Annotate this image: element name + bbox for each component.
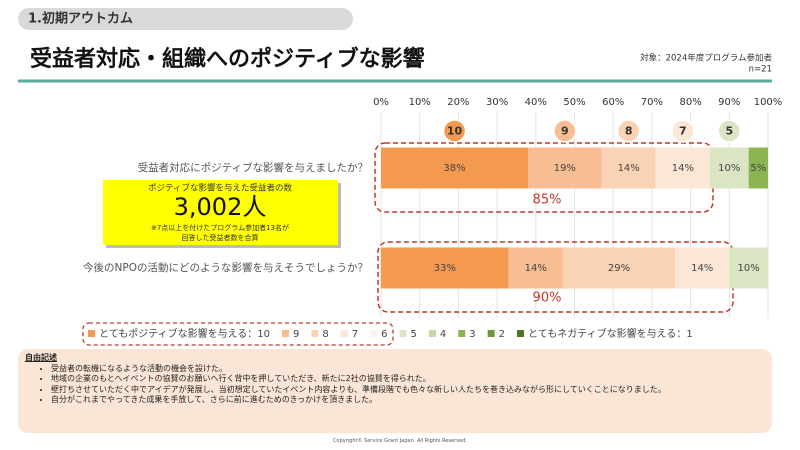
value-label: 14% — [618, 163, 640, 174]
bar-segment — [709, 147, 749, 189]
score-bubble — [553, 119, 577, 143]
bar-segment — [562, 247, 676, 289]
value-label: 10% — [738, 263, 760, 274]
x-tick-label: 30% — [486, 97, 508, 108]
bar-segment — [748, 147, 768, 189]
legend-marker — [428, 330, 436, 337]
score-bubble — [616, 119, 641, 143]
score-bubble — [671, 119, 695, 143]
score-bubble-label: 10 — [447, 125, 463, 138]
legend-label: 5 — [411, 329, 417, 340]
value-label: 14% — [525, 263, 547, 274]
callout — [103, 180, 338, 245]
value-label: 29% — [608, 263, 630, 274]
legend-label: とてもネガティブな影響を与える：1 — [528, 327, 693, 340]
bar-segment — [601, 147, 656, 189]
value-label: 14% — [691, 263, 713, 274]
legend-label: 7 — [352, 329, 358, 340]
score-bubble-label: 9 — [561, 125, 569, 138]
bar-segment — [675, 247, 730, 289]
legend-label: 6 — [381, 329, 387, 340]
legend-marker — [340, 330, 348, 337]
x-tick-label: 10% — [409, 97, 431, 108]
score-bubble — [442, 119, 467, 143]
annotation: 90% — [533, 291, 562, 306]
x-tick-label: 20% — [447, 97, 469, 108]
legend-marker — [311, 330, 319, 337]
legend-label: 3 — [469, 329, 475, 340]
comment: 地域の企業のもとへイベントの協賛のお願いへ行く背中を押していただき、新たに2社の… — [51, 374, 765, 385]
x-tick-label: 90% — [718, 97, 740, 108]
x-tick-label: 40% — [525, 97, 547, 108]
comment: 受益者の転機になるような活動の機会を設けた。 — [51, 364, 765, 375]
category-label: 今後のNPOの活動にどのような影響を与えそうでしょうか？ — [83, 261, 368, 274]
bar-segment — [381, 247, 509, 289]
comment: 自分がこれまでやってきた成果を手放して、さらに前に進むためのきっかけを頂きました… — [51, 395, 765, 406]
score-bubble-label: 5 — [725, 125, 733, 138]
legend-marker — [370, 330, 378, 337]
value-label: 10% — [718, 163, 740, 174]
legend-label: 2 — [499, 329, 505, 340]
category-label: 受益者対応にポジティブな影響を与えましたか？ — [138, 161, 368, 174]
bar-segment — [528, 147, 602, 189]
x-tick-label: 70% — [641, 97, 663, 108]
score-bubble — [717, 119, 742, 143]
comments: 自由記述 受益者の転機になるような活動の機会を設けた。地域の企業のもとへイベント… — [18, 349, 772, 433]
callout-note: ※7点以上を付けたプログラム参加者13名が — [151, 223, 289, 232]
callout-note: 回答した受益者数を合算 — [182, 233, 259, 242]
value-label: 38% — [443, 163, 465, 174]
legend-marker — [487, 330, 495, 337]
value-label: 5% — [750, 163, 766, 174]
x-tick-label: 0% — [373, 97, 389, 108]
score-bubble-label: 8 — [625, 125, 633, 138]
callout-value: 3,002人 — [174, 193, 267, 221]
legend-marker — [88, 330, 95, 337]
section: 1.初期アウトカム — [28, 11, 133, 27]
legend-marker — [282, 330, 290, 337]
legend-label: 9 — [293, 329, 299, 340]
x-tick-label: 50% — [563, 97, 585, 108]
legend-label: とてもポジティブな影響を与える：10 — [99, 327, 270, 340]
x-tick-label: 100% — [754, 97, 783, 108]
comments-heading: 自由記述 — [25, 353, 57, 362]
value-label: 19% — [554, 163, 576, 174]
bar-segment — [381, 147, 529, 189]
comment: 壁打ちさせていただく中でアイデアが発展し、当初想定していたイベント内容よりも、準… — [51, 385, 765, 396]
bar-segment — [508, 247, 563, 289]
legend-marker — [399, 330, 407, 337]
callout-caption: ポジティブな影響を与えた受益者の数 — [148, 183, 292, 194]
legend-highlight — [82, 322, 394, 346]
legend-marker — [458, 330, 466, 337]
legend-label: 4 — [440, 329, 446, 340]
bar-segment — [729, 247, 768, 289]
x-tick-label: 60% — [602, 97, 624, 108]
n: n=21 — [749, 65, 772, 75]
title: 受益者対応・組織へのポジティブな影響 — [30, 46, 425, 72]
highlight-box — [374, 142, 714, 213]
score-bubble-label: 7 — [679, 125, 687, 138]
legend-marker — [517, 330, 525, 337]
legend-label: 8 — [322, 329, 328, 340]
target: 対象：2024年度プログラム参加者 — [640, 53, 772, 64]
bar-segment — [655, 147, 710, 189]
comment-list: 受益者の転機になるような活動の機会を設けた。地域の企業のもとへイベントの協賛のお… — [25, 364, 765, 406]
value-label: 33% — [434, 263, 456, 274]
annotation: 85% — [533, 193, 562, 208]
value-label: 14% — [672, 163, 694, 174]
section-pill — [18, 8, 353, 30]
x-tick-label: 80% — [679, 97, 701, 108]
footer: Copyright© Service Grant Japan. All Righ… — [333, 438, 467, 444]
